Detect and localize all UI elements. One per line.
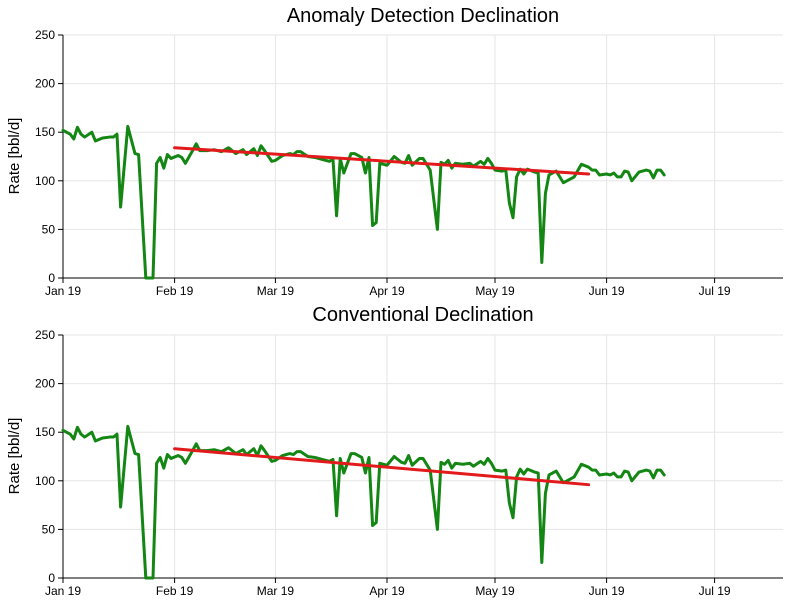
y-tick-label: 250 [35, 328, 55, 342]
x-tick-label: Mar 19 [257, 284, 295, 298]
x-tick-label: Jun 19 [589, 584, 625, 598]
y-tick-label: 200 [35, 77, 55, 91]
y-tick-label: 0 [48, 571, 55, 585]
y-tick-label: 150 [35, 125, 55, 139]
x-tick-label: Jun 19 [589, 284, 625, 298]
axes: 0 50 100 150 200 250 Jan 19 Feb 19 Mar 19 Apr 19 M… [35, 28, 783, 298]
x-tick-label: Mar 19 [257, 584, 295, 598]
x-tick-label: Feb 19 [156, 584, 194, 598]
y-tick-label: 200 [35, 377, 55, 391]
y-axis-label: Rate [bbl/d] [6, 118, 23, 195]
x-tick-label: Jul 19 [699, 584, 731, 598]
y-tick-label: 150 [35, 425, 55, 439]
axes: 0 50 100 150 200 250 Jan 19 Feb 19 Mar 19 Apr 19 M… [35, 328, 783, 598]
x-tick-label: Jan 19 [45, 284, 81, 298]
y-tick-label: 100 [35, 174, 55, 188]
grid [63, 334, 783, 578]
y-tick-label: 100 [35, 474, 55, 488]
x-tick-label: May 19 [475, 284, 515, 298]
decline-trend-line [173, 146, 591, 176]
x-tick-label: Apr 19 [369, 584, 405, 598]
x-tick-label: May 19 [475, 584, 515, 598]
chart-title: Conventional Declination [312, 304, 533, 326]
panel-conventional: Conventional Declination Rate [bbl/d] 0 5… [6, 304, 783, 598]
rate-series-line [61, 424, 666, 580]
y-tick-label: 0 [48, 271, 55, 285]
y-tick-label: 250 [35, 28, 55, 42]
decline-trend-line [173, 447, 591, 487]
panel-anomaly-detection: Anomaly Detection Declination Rate [bbl/… [6, 5, 783, 298]
x-tick-label: Jan 19 [45, 584, 81, 598]
rate-series-line [61, 124, 666, 280]
x-tick-label: Feb 19 [156, 284, 194, 298]
x-tick-label: Apr 19 [369, 284, 405, 298]
y-tick-label: 50 [42, 222, 56, 236]
y-axis-label: Rate [bbl/d] [6, 418, 23, 495]
y-tick-label: 50 [42, 522, 56, 536]
chart-title: Anomaly Detection Declination [287, 5, 559, 27]
x-tick-label: Jul 19 [699, 284, 731, 298]
